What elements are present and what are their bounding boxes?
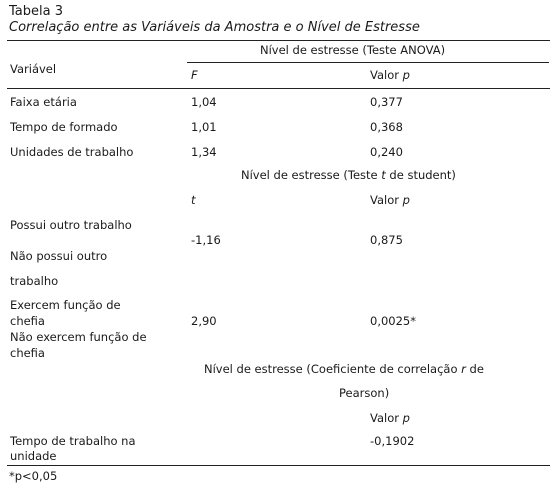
table-caption: Correlação entre as Variáveis da Amostra… [9, 20, 420, 35]
row-label: Tempo de formado [10, 120, 118, 134]
anova-col-p-prefix: Valor [370, 68, 403, 82]
row-p: 0,377 [370, 95, 403, 109]
ttest-title-prefix: Nível de estresse (Teste [241, 168, 382, 182]
pearson-title-prefix: Nível de estresse (Coeficiente de correl… [204, 362, 462, 376]
ttest-col-p-prefix: Valor [370, 193, 403, 207]
row-p: 0,875 [370, 233, 403, 247]
row-label: Tempo de trabalho na [10, 434, 136, 448]
pearson-title-line2: Pearson) [339, 386, 390, 400]
ttest-col-p: Valor p [370, 193, 410, 207]
ttest-title: Nível de estresse (Teste t de student) [241, 168, 456, 182]
pearson-title: Nível de estresse (Coeficiente de correl… [204, 362, 484, 376]
footnote: *p<0,05 [9, 469, 58, 483]
ttest-title-suffix: de student) [385, 168, 456, 182]
row-stat: 1,34 [191, 145, 217, 159]
row-label: Não exercem função de [10, 330, 147, 344]
pearson-col-p-prefix: Valor [370, 411, 403, 425]
ttest-col-stat: t [191, 193, 196, 207]
row-label: Exercem função de [10, 298, 121, 312]
row-stat: 1,04 [191, 95, 217, 109]
row-label: Não possui outro [10, 249, 108, 263]
row-label: Unidades de trabalho [10, 145, 134, 159]
row-p: 0,0025* [370, 314, 416, 328]
top-rule [7, 40, 550, 41]
ttest-col-p-symbol: p [402, 193, 410, 207]
pearson-col-p-symbol: p [402, 411, 410, 425]
bottom-rule [7, 465, 550, 466]
row-stat: 2,90 [191, 314, 217, 328]
anova-col-p-symbol: p [402, 68, 410, 82]
row-p: 0,368 [370, 120, 403, 134]
anova-col-stat: F [191, 68, 198, 82]
table-label: Tabela 3 [9, 4, 63, 19]
row-label: chefia [10, 314, 45, 328]
row-label: Possui outro trabalho [10, 218, 132, 232]
row-stat: 1,01 [191, 120, 217, 134]
anova-title-rule [187, 62, 549, 63]
row-label: trabalho [10, 274, 59, 288]
row-label: chefia [10, 346, 45, 360]
anova-col-p: Valor p [370, 68, 410, 82]
anova-title: Nível de estresse (Teste ANOVA) [260, 43, 446, 57]
variable-header: Variável [10, 62, 57, 76]
ttest-title-symbol: t [381, 168, 386, 182]
pearson-col-p: Valor p [370, 411, 410, 425]
row-label: Faixa etária [10, 95, 77, 109]
header-bottom-rule [7, 88, 550, 89]
pearson-title-symbol: r [461, 362, 466, 376]
pearson-title-suffix: de [465, 362, 484, 376]
row-label: unidade [10, 449, 57, 463]
row-p: -0,1902 [370, 434, 415, 448]
row-p: 0,240 [370, 145, 403, 159]
row-stat: -1,16 [191, 233, 221, 247]
